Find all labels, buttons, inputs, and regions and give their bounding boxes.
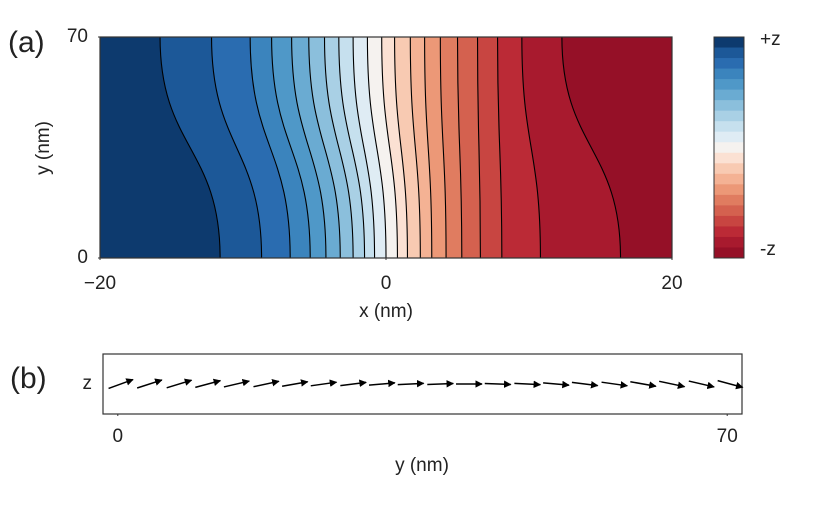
contour-line (439, 36, 447, 259)
arrow (195, 378, 222, 389)
contour-line (521, 36, 541, 259)
contour-line (271, 36, 311, 259)
colorbar-swatch (714, 121, 744, 133)
contour-line (409, 36, 421, 259)
contour-line (352, 36, 376, 259)
arrow (340, 379, 367, 387)
arrow (108, 378, 134, 390)
y-tick-label: 70 (67, 26, 88, 47)
arrow (166, 378, 193, 389)
x-tick-label: 70 (717, 426, 738, 447)
colorbar-swatch (714, 100, 744, 112)
colorbar-label: +z (760, 29, 781, 50)
y-axis-label: z (83, 373, 93, 394)
colorbar-swatch (714, 184, 744, 196)
colorbar-swatch (714, 37, 744, 49)
x-tick-label: −20 (84, 273, 116, 294)
colorbar-swatch (714, 68, 744, 80)
contour-line (456, 36, 463, 259)
colorbar-swatch (714, 89, 744, 101)
arrow (514, 380, 542, 389)
colorbar-swatch (714, 215, 744, 227)
colorbar-swatch (714, 226, 744, 238)
contour-line (159, 36, 221, 259)
contour-line (496, 36, 503, 259)
panel-label: (b) (10, 362, 47, 395)
arrow (368, 379, 396, 388)
contour-line (424, 36, 433, 259)
arrow (543, 380, 570, 389)
colorbar-swatch (714, 173, 744, 185)
contour-line (210, 36, 263, 259)
contour-line (381, 36, 398, 259)
contour-line (308, 36, 341, 259)
contour-line (249, 36, 291, 259)
arrow (136, 378, 163, 389)
arrow (397, 379, 425, 388)
arrow (717, 379, 744, 390)
colorbar-swatch (714, 47, 744, 59)
colorbar-swatch (714, 131, 744, 143)
arrow (484, 380, 512, 388)
panel-label: (a) (8, 26, 45, 59)
x-tick-label: 0 (113, 426, 124, 447)
arrow (281, 379, 309, 387)
contour-line (291, 36, 327, 259)
arrow (659, 380, 686, 389)
y-tick-label: 0 (77, 247, 88, 268)
contour-line (394, 36, 408, 259)
colorbar-swatch (714, 58, 744, 70)
colorbar-swatch (714, 247, 744, 259)
arrow (223, 378, 250, 388)
arrow (630, 381, 657, 389)
colorbar-swatch (714, 79, 744, 91)
arrow (310, 379, 338, 387)
x-axis-label: y (nm) (395, 455, 449, 476)
colorbar-swatch (714, 236, 744, 248)
x-axis-label: x (nm) (359, 301, 413, 322)
contour-line (323, 36, 354, 259)
colorbar-swatch (714, 142, 744, 154)
arrow (253, 379, 280, 388)
colorbar-swatch (714, 163, 744, 175)
arrow (601, 381, 629, 389)
arrow (427, 380, 455, 388)
arrow (688, 380, 715, 390)
x-tick-label: 0 (381, 273, 392, 294)
colorbar-label: -z (760, 239, 776, 260)
x-tick-label: 20 (661, 273, 682, 294)
colorbar-frame (713, 36, 745, 259)
contour-line (366, 36, 387, 259)
arrow (571, 381, 599, 389)
colorbar-swatch (714, 194, 744, 206)
colorbar-swatch (714, 110, 744, 122)
contour-line (476, 36, 481, 259)
colorbar-swatch (714, 205, 744, 217)
contour-line (338, 36, 366, 259)
contour-line (561, 36, 622, 259)
colorbar-swatch (714, 152, 744, 164)
y-axis-label: y (nm) (33, 121, 54, 175)
